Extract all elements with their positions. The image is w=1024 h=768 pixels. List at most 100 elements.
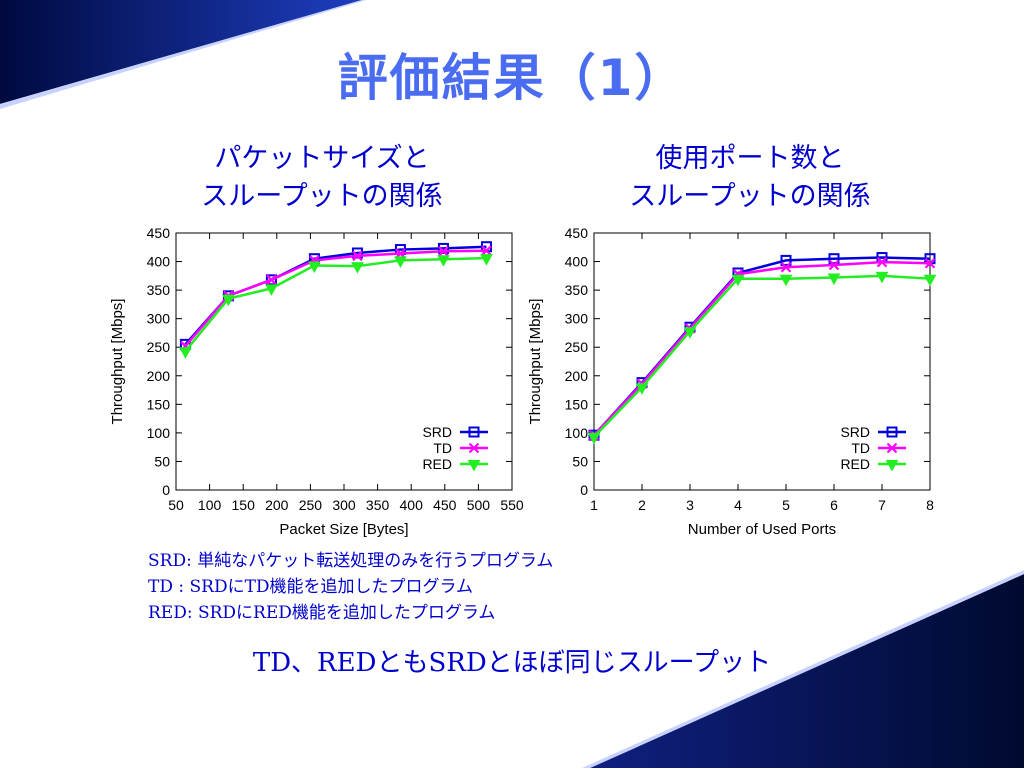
packet-size-point-srd-2	[265, 274, 277, 286]
packet-size-ytick-label-0: 0	[162, 482, 170, 498]
ports-point-red-4	[779, 274, 793, 287]
bottom-banner-decoration	[582, 570, 1024, 768]
packet-size-ytick-label-3: 150	[147, 396, 171, 412]
ports-point-red-3	[731, 274, 745, 287]
packet-size-ytick-label-1: 50	[154, 453, 170, 469]
packet-size-legend-marker-srd	[468, 426, 480, 438]
ports-series-td	[588, 256, 936, 441]
ports-point-td-6	[876, 256, 888, 268]
packet-size-point-srd-4	[351, 247, 363, 259]
packet-size-point-td-6	[438, 245, 449, 257]
packet-size-xtick-label-3: 200	[265, 497, 289, 513]
ports-line-srd	[593, 256, 931, 437]
ports-point-red-5	[827, 273, 841, 286]
ports-ytick-label-8: 400	[565, 254, 589, 270]
ports-point-red-1	[635, 383, 649, 395]
description-td: TD : SRDにTD機能を追加したプログラム	[148, 577, 474, 597]
packet-size-legend-label-red: RED	[422, 456, 452, 472]
ports-legend-label-srd: SRD	[840, 424, 870, 440]
packet-size-ytick-label-7: 350	[147, 282, 171, 298]
packet-size-line-red	[184, 256, 487, 353]
ports-series-red	[587, 271, 937, 445]
ports-point-td-5	[828, 259, 840, 271]
left-subtitle-line-2: スループットの関係	[201, 181, 443, 212]
packet-size-xtick-label-8: 450	[433, 497, 457, 513]
packet-size-xtick-label-9: 500	[467, 497, 491, 513]
packet-size-point-red-2	[265, 284, 278, 296]
ports-point-srd-4	[780, 254, 792, 266]
packet-size-point-td-7	[481, 245, 492, 256]
packet-size-plot-frame	[175, 232, 513, 491]
ports-xtick-label-2: 3	[686, 497, 694, 513]
packet-size-xtick-label-6: 350	[366, 497, 390, 513]
packet-size-point-srd-6	[437, 242, 449, 254]
packet-size-point-red-0	[179, 347, 192, 359]
packet-size-point-red-3	[308, 261, 321, 274]
packet-size-point-red-1	[222, 294, 235, 307]
packet-size-legend-label-td: TD	[433, 440, 452, 456]
ports-xtick-label-1: 2	[638, 497, 646, 513]
ports-point-red-2	[683, 327, 697, 339]
packet-size-ytick-label-4: 200	[147, 368, 171, 384]
ports-ytick-label-5: 250	[565, 339, 589, 355]
packet-size-legend-marker-td	[468, 442, 480, 454]
ports-line-td	[593, 260, 931, 437]
ports-ytick-label-3: 150	[565, 396, 589, 412]
left-subtitle-line-1: パケットサイズと	[214, 143, 430, 174]
packet-size-y-axis-label: Throughput [Mbps]	[109, 299, 126, 425]
ports-point-red-0	[587, 432, 601, 445]
packet-size-x-axis-label: Packet Size [Bytes]	[279, 521, 408, 538]
packet-size-ytick-label-5: 250	[147, 339, 171, 355]
ports-point-red-6	[875, 271, 889, 284]
packet-size-legend-marker-red	[467, 460, 481, 472]
packet-size-point-td-4	[352, 250, 363, 262]
ports-xtick-label-5: 6	[830, 497, 838, 513]
packet-size-line-td	[184, 249, 487, 347]
packet-size-xtick-label-5: 300	[332, 497, 356, 513]
left-chart-subtitle: パケットサイズと スループットの関係	[172, 140, 472, 216]
packet-size-series-red	[179, 254, 493, 359]
packet-size-xtick-label-2: 150	[232, 497, 256, 513]
ports-legend-marker-red	[885, 460, 899, 472]
ports-xtick-label-3: 4	[734, 497, 742, 513]
ports-ytick-label-6: 300	[565, 311, 589, 327]
ports-ytick-label-1: 50	[572, 453, 588, 469]
description-srd: SRD: 単純なパケット転送処理のみを行うプログラム	[148, 551, 554, 571]
ports-xtick-label-0: 1	[590, 497, 598, 513]
ports-ytick-label-0: 0	[580, 482, 588, 498]
ports-point-red-7	[923, 274, 937, 287]
packet-size-xtick-label-1: 100	[198, 497, 222, 513]
ports-line-red	[593, 274, 931, 438]
packet-size-ytick-label-9: 450	[147, 225, 171, 241]
right-chart-subtitle: 使用ポート数と スループットの関係	[600, 140, 900, 216]
ports-point-td-7	[924, 257, 936, 269]
ports-ytick-label-4: 200	[565, 368, 589, 384]
packet-size-point-red-7	[480, 254, 493, 266]
ports-y-axis-label: Throughput [Mbps]	[527, 299, 544, 425]
right-subtitle-line-2: スループットの関係	[629, 181, 871, 212]
packet-size-legend-label-srd: SRD	[422, 424, 452, 440]
packet-size-ytick-label-8: 400	[147, 254, 171, 270]
ports-point-srd-5	[828, 253, 840, 265]
ports-xtick-label-7: 8	[926, 497, 934, 513]
ports-legend-marker-srd	[886, 426, 898, 438]
packet-size-point-red-6	[437, 255, 450, 267]
packet-size-xtick-label-4: 250	[299, 497, 323, 513]
packet-size-ytick-label-6: 300	[147, 311, 171, 327]
ports-ytick-label-7: 350	[565, 282, 589, 298]
ports-ytick-label-9: 450	[565, 225, 589, 241]
packet-size-point-red-4	[351, 262, 364, 274]
packet-size-xtick-label-7: 400	[400, 497, 424, 513]
ports-ytick-label-2: 100	[565, 425, 589, 441]
packet-size-xtick-label-10: 550	[500, 497, 524, 513]
ports-legend-marker-td	[886, 442, 898, 454]
ports-plot-frame	[593, 232, 931, 491]
ports-legend-label-red: RED	[840, 456, 870, 472]
ports-throughput-chart: 0 50 100 150 200 250 300 350 400 450 1 2 3 4 5 6 7 8 Numbe…	[527, 225, 937, 538]
packet-size-point-td-2	[266, 274, 277, 286]
ports-point-td-4	[780, 261, 792, 273]
conclusion-text: TD、REDともSRDとほぼ同じスループット	[252, 648, 772, 678]
ports-x-axis-label: Number of Used Ports	[688, 521, 836, 538]
slide-title: 評価結果（1）	[337, 49, 687, 107]
